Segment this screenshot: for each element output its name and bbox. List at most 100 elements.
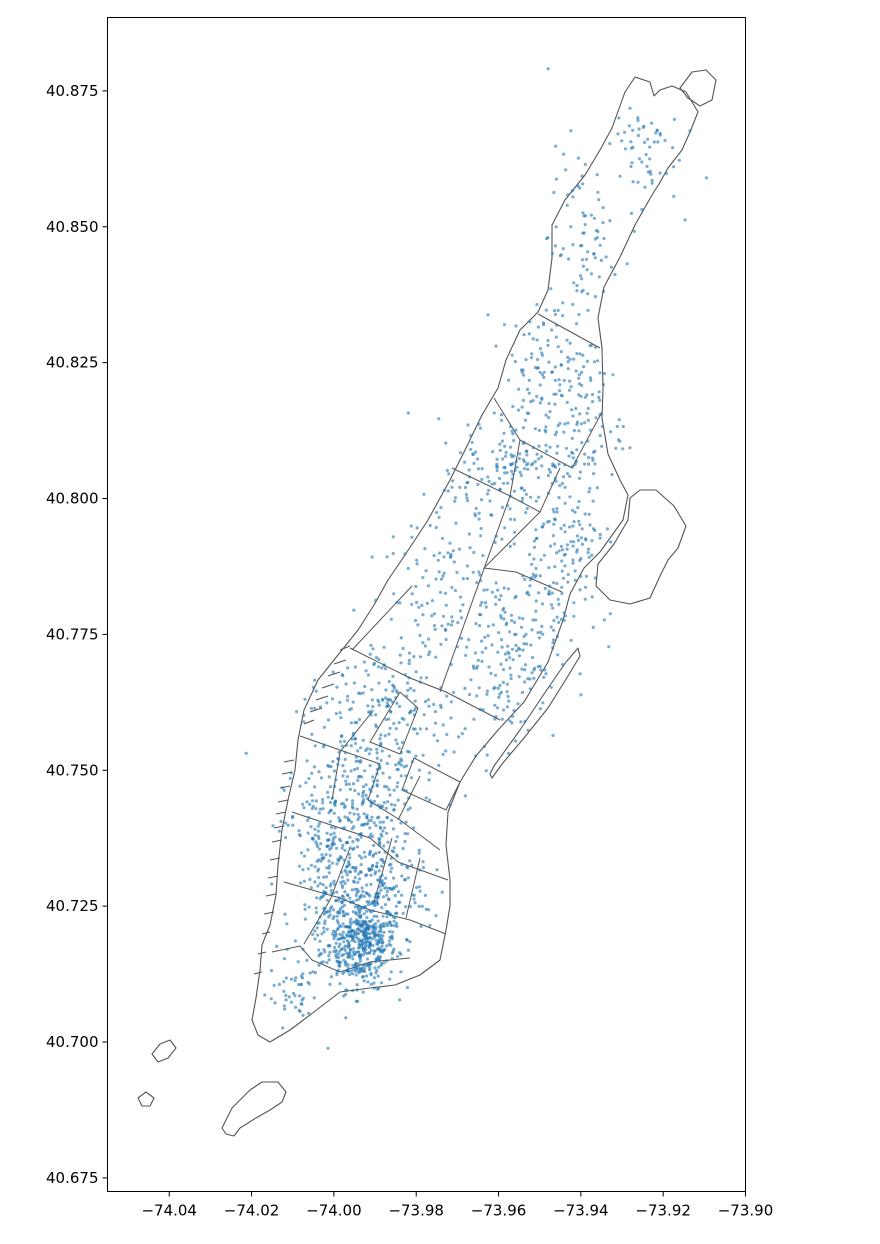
scatter-point xyxy=(311,804,315,808)
scatter-point xyxy=(485,588,489,592)
scatter-point xyxy=(654,131,658,135)
scatter-point xyxy=(313,833,317,837)
scatter-point xyxy=(326,838,330,842)
scatter-point xyxy=(551,641,555,645)
scatter-point xyxy=(563,485,567,489)
scatter-point xyxy=(302,720,306,724)
scatter-point xyxy=(391,674,395,679)
scatter-point xyxy=(592,252,596,256)
scatter-point xyxy=(445,468,449,473)
scatter-point xyxy=(571,456,575,460)
scatter-point xyxy=(424,569,428,573)
scatter-point xyxy=(464,492,468,497)
scatter-point xyxy=(389,870,393,874)
scatter-point xyxy=(513,530,517,534)
scatter-point xyxy=(386,800,390,804)
scatter-point xyxy=(597,198,601,202)
scatter-point xyxy=(307,777,311,781)
scatter-point xyxy=(523,668,527,672)
scatter-point xyxy=(495,465,499,469)
scatter-point xyxy=(377,869,381,873)
scatter-point xyxy=(418,655,423,659)
scatter-point xyxy=(377,703,381,707)
scatter-point xyxy=(359,895,363,899)
scatter-point xyxy=(517,387,521,391)
scatter-point xyxy=(291,823,295,827)
scatter-point xyxy=(379,733,383,737)
scatter-point xyxy=(299,881,303,885)
scatter-point xyxy=(325,961,329,965)
scatter-point xyxy=(421,865,425,870)
scatter-point xyxy=(371,864,375,868)
scatter-point xyxy=(313,880,317,884)
scatter-point xyxy=(547,589,551,593)
scatter-point xyxy=(412,655,416,659)
scatter-point xyxy=(406,876,410,880)
scatter-point xyxy=(439,577,444,581)
scatter-point xyxy=(563,564,567,568)
scatter-point xyxy=(282,980,286,984)
scatter-point xyxy=(542,522,546,526)
scatter-point xyxy=(348,846,352,850)
scatter-point xyxy=(355,766,360,771)
scatter-point xyxy=(305,958,309,963)
scatter-point xyxy=(512,489,517,493)
scatter-point xyxy=(538,574,542,578)
scatter-point xyxy=(316,824,320,828)
scatter-point xyxy=(353,869,357,873)
scatter-point xyxy=(405,694,409,698)
scatter-point xyxy=(404,789,408,793)
scatter-point xyxy=(351,840,355,844)
scatter-point xyxy=(328,820,332,824)
scatter-point xyxy=(560,585,564,589)
scatter-point xyxy=(352,880,356,884)
scatter-point xyxy=(480,650,484,654)
scatter-point xyxy=(570,508,575,512)
scatter-point xyxy=(342,805,347,810)
scatter-point xyxy=(315,926,319,930)
scatter-point xyxy=(449,700,453,704)
scatter-point xyxy=(365,926,369,931)
scatter-point xyxy=(330,861,334,865)
scatter-point xyxy=(364,748,368,753)
scatter-point xyxy=(445,732,449,737)
scatter-point xyxy=(355,988,359,992)
scatter-point xyxy=(333,803,337,808)
scatter-point xyxy=(553,244,558,248)
scatter-point xyxy=(341,879,345,884)
scatter-point xyxy=(332,811,336,815)
scatter-point xyxy=(399,763,403,767)
scatter-point xyxy=(432,733,436,737)
scatter-point xyxy=(326,1046,330,1050)
scatter-point xyxy=(617,418,621,422)
scatter-point xyxy=(563,614,567,618)
scatter-point xyxy=(539,558,543,562)
scatter-point xyxy=(577,519,581,523)
scatter-point xyxy=(578,588,582,592)
scatter-point xyxy=(534,599,538,603)
scatter-point xyxy=(324,886,328,890)
scatter-point xyxy=(334,941,338,945)
scatter-point xyxy=(315,844,320,849)
scatter-point xyxy=(363,944,367,948)
scatter-point xyxy=(377,815,381,819)
scatter-point xyxy=(368,851,372,855)
scatter-point xyxy=(499,638,503,642)
scatter-point xyxy=(370,801,374,805)
scatter-point xyxy=(383,826,387,830)
scatter-point xyxy=(510,714,515,719)
scatter-point xyxy=(279,819,283,824)
scatter-point xyxy=(388,977,392,981)
scatter-point xyxy=(507,630,512,634)
scatter-point xyxy=(505,471,509,475)
scatter-point xyxy=(544,413,548,417)
scatter-point xyxy=(570,436,574,440)
scatter-point xyxy=(326,718,331,722)
scatter-point xyxy=(580,542,585,546)
scatter-point xyxy=(376,933,380,937)
x-tick-label: −74.00 xyxy=(306,1202,362,1220)
scatter-point xyxy=(444,628,448,632)
scatter-point xyxy=(550,252,555,256)
scatter-point xyxy=(396,954,400,959)
scatter-point xyxy=(565,543,570,547)
